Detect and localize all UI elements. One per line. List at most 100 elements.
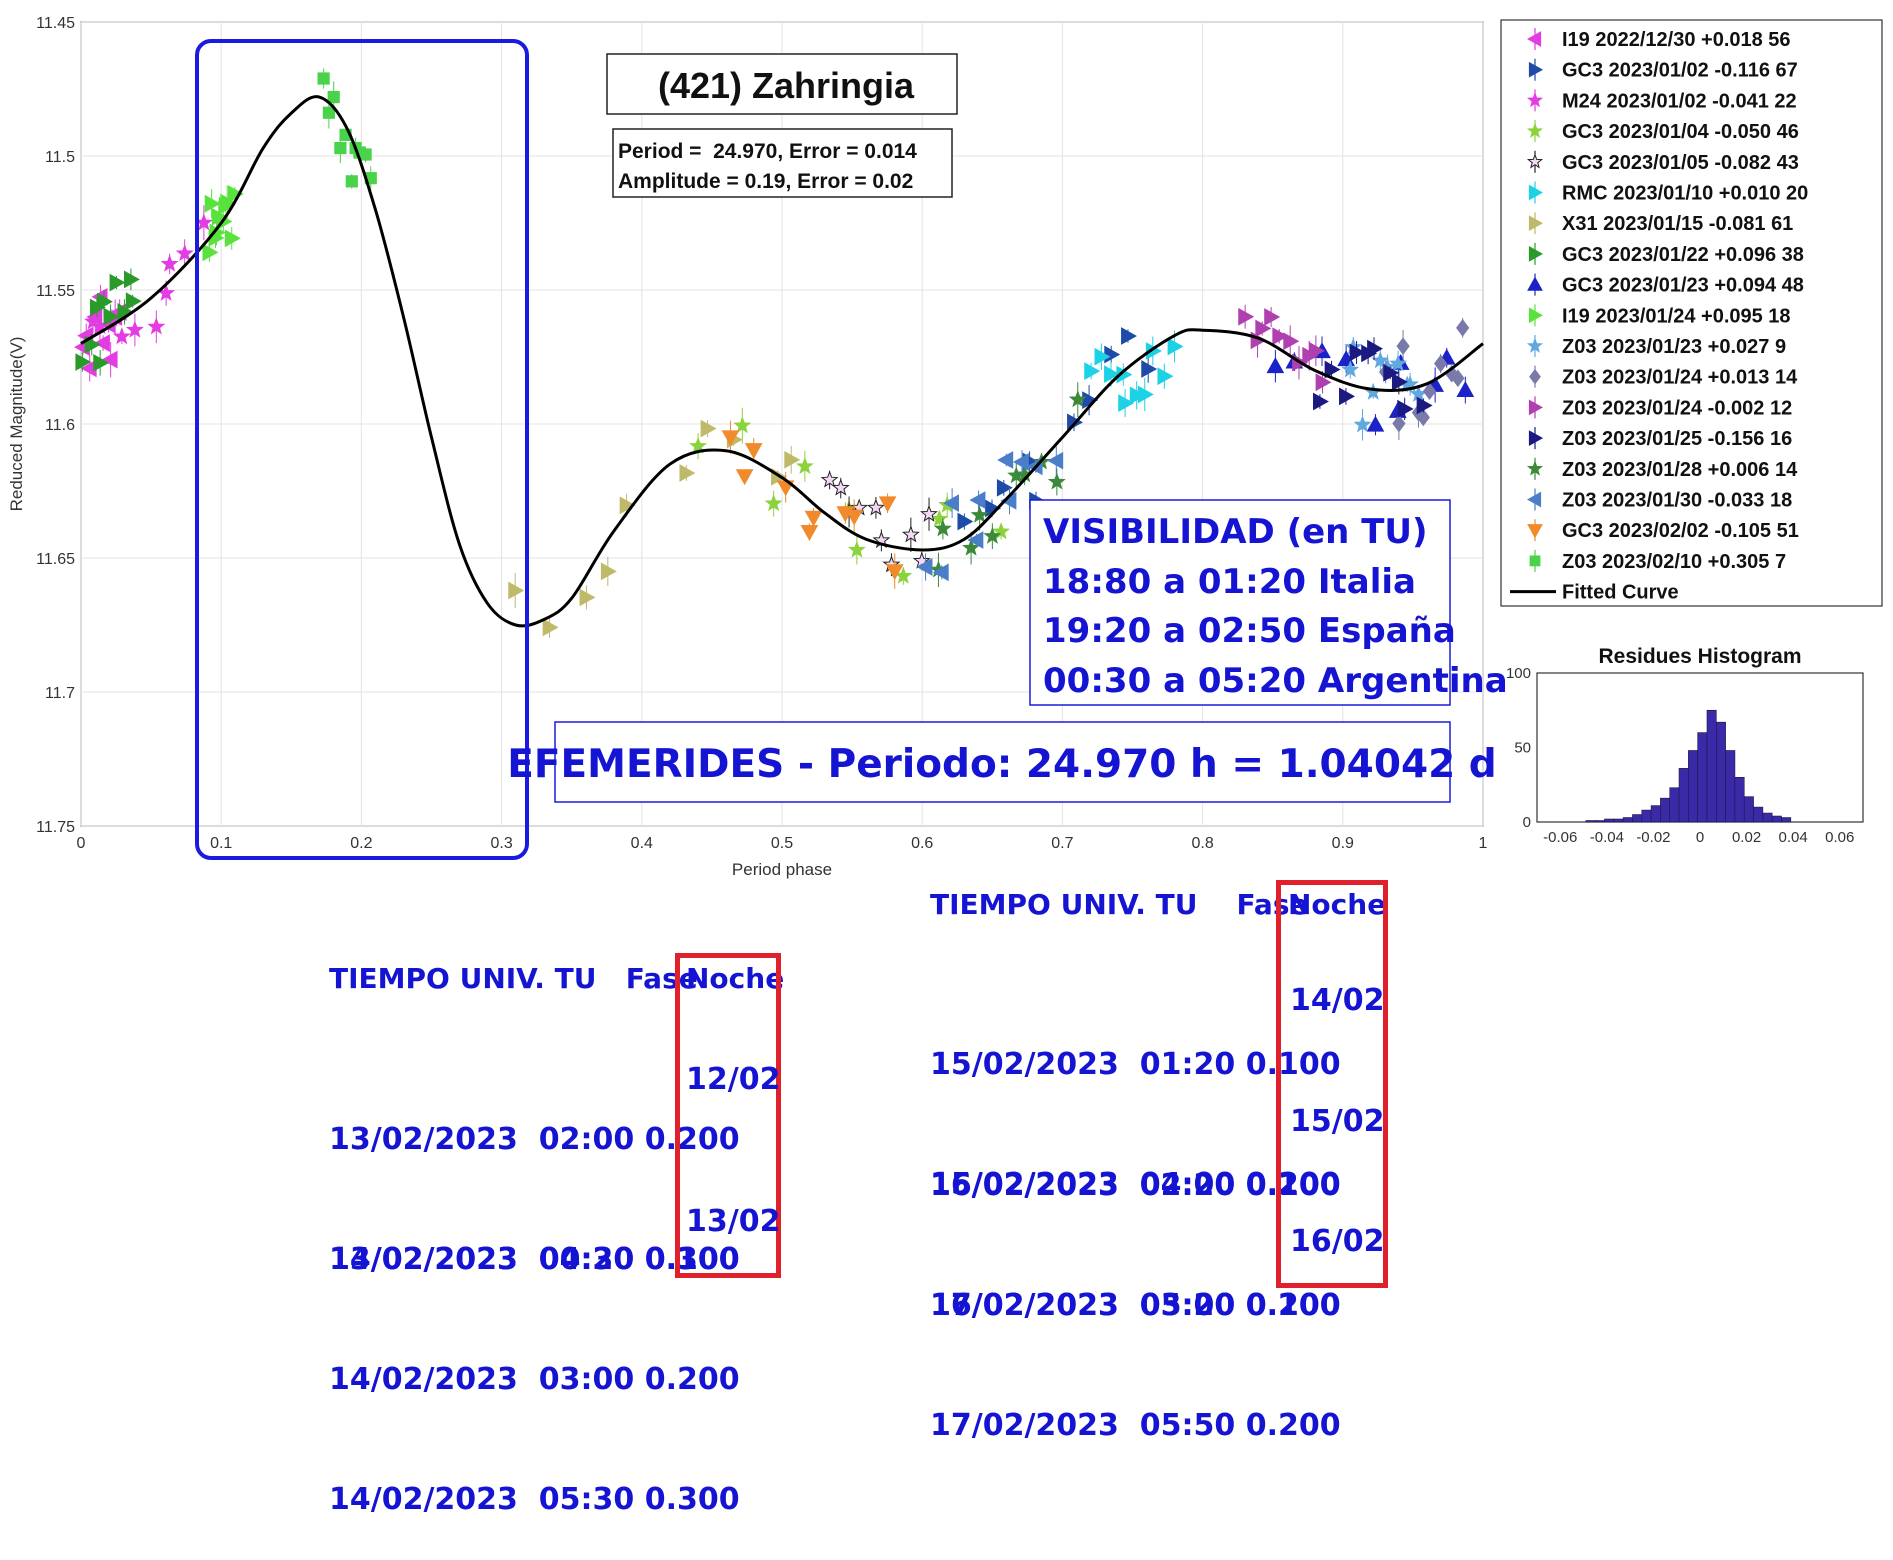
legend-item: GC3 2023/01/05 -0.082 43 (1526, 150, 1799, 174)
histogram-y-tick: 0 (1523, 814, 1531, 831)
data-point (327, 90, 340, 104)
legend-item: GC3 2023/01/22 +0.096 38 (1528, 242, 1804, 266)
data-point (1416, 408, 1430, 427)
data-point (1137, 385, 1154, 404)
legend-item: Z03 2023/02/10 +0.305 7 (1529, 549, 1786, 573)
left-row-2: 13/02/2023 04:30 0.300 (329, 1242, 740, 1277)
y-tick-label: 11.5 (45, 149, 75, 166)
right-row-6: 17/02/2023 05:50 0.200 (930, 1408, 1341, 1443)
legend-item: Z03 2023/01/30 -0.033 18 (1526, 488, 1792, 512)
data-point (700, 419, 717, 438)
y-axis-ticks: 11.45 11.5 11.55 11.6 11.65 11.7 11.75 (36, 15, 75, 836)
legend-label: Z03 2023/01/23 +0.027 9 (1562, 336, 1786, 358)
period-info-box (612, 128, 953, 198)
data-point (1283, 332, 1300, 351)
data-point (619, 496, 636, 515)
histogram-ticks: -0.06 -0.04 -0.02 0 0.02 0.04 0.06 0 50 100 (1506, 665, 1854, 846)
histogram-bar (1716, 721, 1726, 823)
y-tick-label: 11.6 (45, 417, 75, 434)
data-point (97, 292, 113, 311)
data-point (1315, 373, 1332, 392)
data-point (916, 558, 933, 576)
data-point (784, 450, 801, 469)
legend-label: Z03 2023/01/28 +0.006 14 (1562, 459, 1798, 481)
legend-marker (1528, 307, 1544, 324)
legend-label: Z03 2023/01/24 +0.013 14 (1562, 367, 1798, 389)
amplitude-line: Amplitude = 0.19, Error = 0.02 (618, 170, 913, 193)
series-points (1313, 337, 1433, 421)
data-point (1391, 373, 1408, 391)
data-point (901, 525, 920, 543)
data-point (820, 470, 839, 488)
left-table-night-header: Noche (686, 962, 785, 995)
right-night-box (1276, 880, 1388, 1288)
histogram-y-tick: 50 (1514, 740, 1531, 757)
legend-label: RMC 2023/01/10 +0.010 20 (1562, 183, 1808, 205)
y-axis-label: Reduced Magnitude(V) (7, 337, 26, 512)
visibility-argentina: 00:30 a 05:20 Argentina (1043, 661, 1508, 701)
x-tick-label: 0.3 (490, 835, 512, 852)
x-tick-label: 0.6 (911, 835, 933, 852)
left-row-3: 14/02/2023 00:20 0.100 (329, 1242, 740, 1277)
legend-marker (1526, 31, 1542, 47)
data-point (1451, 369, 1465, 388)
histogram-x-tick: 0.02 (1732, 829, 1761, 846)
data-point (983, 526, 1002, 544)
data-point (1068, 390, 1087, 408)
series-points (202, 185, 244, 262)
x-tick-label: 0.1 (210, 835, 232, 852)
data-point (878, 496, 897, 513)
histogram-bar (1632, 814, 1643, 823)
legend-label: Z03 2023/01/25 -0.156 16 (1562, 428, 1792, 450)
data-point (679, 464, 696, 482)
histogram-x-tick: 0.06 (1825, 829, 1854, 846)
left-row-5: 14/02/2023 05:30 0.300 (329, 1482, 740, 1517)
data-point (103, 307, 120, 326)
data-point (124, 270, 140, 289)
legend-item: Z03 2023/01/25 -0.156 16 (1528, 427, 1792, 450)
data-point (992, 522, 1011, 540)
legend-item: I19 2022/12/30 +0.018 56 (1526, 28, 1791, 51)
histogram-x-tick: -0.06 (1543, 829, 1577, 846)
data-point (943, 494, 960, 513)
data-point (84, 335, 101, 354)
data-point (1272, 327, 1289, 346)
data-point (689, 436, 708, 454)
right-night-3: 16/02 (1290, 1224, 1385, 1259)
left-row-4: 14/02/2023 03:00 0.200 (329, 1362, 740, 1397)
data-point (317, 72, 330, 85)
data-point (160, 254, 179, 272)
data-point (735, 469, 754, 486)
data-point (804, 510, 823, 527)
data-point (1084, 362, 1101, 380)
histogram-bars (1585, 709, 1792, 823)
legend-label: GC3 2023/01/05 -0.082 43 (1562, 152, 1799, 174)
histogram-bar (1762, 812, 1773, 823)
data-point (1308, 341, 1325, 360)
data-point (1416, 396, 1433, 415)
legend-item: GC3 2023/01/02 -0.116 67 (1528, 58, 1798, 82)
data-point (125, 320, 144, 338)
legend-label: Z03 2023/02/10 +0.305 7 (1562, 551, 1786, 573)
data-point (508, 581, 525, 600)
data-point (1353, 415, 1372, 433)
data-point (1456, 318, 1470, 337)
data-point (930, 509, 949, 527)
data-point (109, 273, 126, 292)
data-point (1255, 319, 1272, 338)
histogram-x-tick: 0.04 (1779, 829, 1808, 846)
data-point (1118, 394, 1135, 412)
data-point (75, 353, 92, 371)
legend-label: GC3 2023/02/02 -0.105 51 (1562, 520, 1799, 542)
y-tick-label: 11.45 (36, 15, 75, 32)
data-point (1367, 339, 1384, 358)
legend-marker (1528, 215, 1544, 232)
histogram-bar (1706, 709, 1717, 823)
series-points (75, 268, 142, 376)
right-table-group-1: 15/02/2023 01:20 0.100 15/02/2023 04:00 … (930, 965, 1341, 1245)
histogram-bar (1585, 820, 1596, 823)
legend-item: GC3 2023/01/04 -0.050 46 (1526, 120, 1799, 143)
period-line: Period = 24.970, Error = 0.014 (618, 140, 917, 163)
histogram-bar (1781, 817, 1792, 823)
data-point (795, 456, 814, 475)
